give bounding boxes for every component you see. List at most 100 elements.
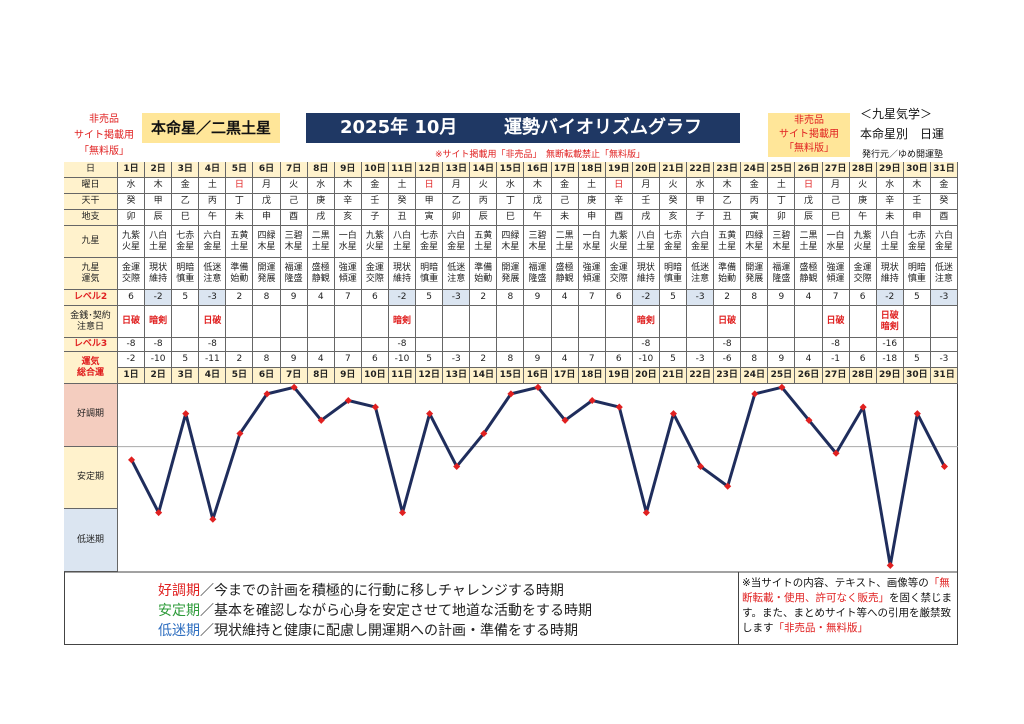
- fortune-cell: 開運発展: [497, 258, 525, 290]
- fortune-text: 明暗慎重: [176, 262, 195, 284]
- total-value: 5: [172, 352, 200, 368]
- branch-cell: 未: [226, 210, 254, 226]
- caution-cell: [930, 306, 958, 338]
- weekday-cell: 月: [822, 178, 850, 194]
- star-text: 八白土星: [880, 230, 899, 252]
- level2-cell: 4: [795, 290, 823, 306]
- marker: [263, 390, 271, 398]
- fortune-cell: 開運発展: [253, 258, 281, 290]
- branch-cell: 辰: [470, 210, 498, 226]
- day-label: 4日: [199, 368, 227, 384]
- total-value: 4: [551, 352, 579, 368]
- star-cell: 一白水星: [334, 226, 362, 258]
- branch-cell: 亥: [659, 210, 688, 226]
- caution-cell: 日破: [822, 306, 850, 338]
- branch-cell: 戌: [632, 210, 660, 226]
- level2-cell: 7: [578, 290, 606, 306]
- total-value: -10: [632, 352, 660, 368]
- star-cell: 三碧木星: [768, 226, 796, 258]
- star-text: 五黄土星: [474, 230, 493, 252]
- legend-term: 安定期: [158, 603, 200, 619]
- star-cell: 五黄土星: [226, 226, 254, 258]
- row-label: レベル3: [64, 338, 118, 352]
- stem-cell: 丁: [497, 194, 525, 210]
- level3-cell: [903, 338, 931, 352]
- level3-cell: [226, 338, 254, 352]
- level2-cell: -3: [199, 290, 227, 306]
- star-cell: 六白金星: [687, 226, 715, 258]
- marker: [398, 509, 407, 517]
- fortune-cell: 開運発展: [741, 258, 769, 290]
- fortune-cell: 低迷注意: [443, 258, 471, 290]
- row-label-line: 総合運: [76, 367, 104, 378]
- band-text: 好調期: [76, 409, 104, 420]
- stem-cell: 壬: [632, 194, 660, 210]
- row-label-line: 天干: [81, 196, 100, 206]
- legend-text: ／今までの計画を積極的に行動に移しチャレンジする時期: [200, 583, 564, 599]
- level2-cell: 2: [470, 290, 498, 306]
- marker: [480, 429, 488, 438]
- level3-cell: [768, 338, 796, 352]
- total-value: 8: [497, 352, 525, 368]
- band-label: 安定期: [64, 446, 118, 510]
- weekday-cell: 日: [226, 178, 254, 194]
- stem-cell: 癸: [659, 194, 688, 210]
- level2-cell: 6: [605, 290, 633, 306]
- star-text: 一白水星: [826, 230, 845, 252]
- day-label: 28日: [849, 368, 877, 384]
- branch-cell: 卯: [118, 210, 146, 226]
- stem-cell: 庚: [307, 194, 335, 210]
- weekday-cell: 木: [334, 178, 362, 194]
- row-label: レベル2: [64, 290, 118, 306]
- marker: [453, 462, 461, 470]
- row-label-line: 地支: [81, 212, 100, 222]
- star-cell: 二黒土星: [307, 226, 335, 258]
- stem-cell: 乙: [714, 194, 742, 210]
- star-text: 四緑木星: [257, 230, 276, 252]
- weekday-cell: 土: [768, 178, 796, 194]
- fortune-text: 強運傾運: [582, 262, 601, 284]
- stem-cell: 癸: [388, 194, 417, 210]
- star-text: 五黄土星: [718, 230, 737, 252]
- legend-term: 好調期: [158, 583, 200, 599]
- star-cell: 七赤金星: [659, 226, 688, 258]
- star-cell: 二黒土星: [795, 226, 823, 258]
- caution-cell: [849, 306, 877, 338]
- fortune-cell: 現状維持: [876, 258, 904, 290]
- fortune-cell: 低迷注意: [687, 258, 715, 290]
- band-text: 安定期: [76, 471, 104, 482]
- marker: [642, 509, 650, 517]
- days-cell: 22日: [687, 162, 715, 178]
- total-value: 8: [253, 352, 281, 368]
- stem-cell: 戊: [253, 194, 281, 210]
- day-label: 9日: [334, 368, 362, 384]
- row-label-line: 注意日: [76, 321, 104, 332]
- marker: [697, 462, 705, 470]
- level2-cell: 5: [903, 290, 931, 306]
- stem-cell: 己: [551, 194, 579, 210]
- fortune-cell: 盛極静観: [551, 258, 579, 290]
- level3-cell: [741, 338, 769, 352]
- level2-cell: 4: [307, 290, 335, 306]
- fortune-text: 低迷注意: [691, 262, 710, 284]
- row-label: 天干: [64, 194, 118, 210]
- weekday-cell: 土: [199, 178, 227, 194]
- star-cell: 三碧木星: [524, 226, 552, 258]
- star-text: 九紫火星: [365, 230, 384, 252]
- weekday-cell: 金: [361, 178, 389, 194]
- row-label-line: 曜日: [81, 180, 100, 190]
- marker: [371, 403, 379, 411]
- title-box: 2025年 10月 運勢バイオリズムグラフ: [306, 113, 740, 143]
- star-cell: 八白土星: [632, 226, 660, 258]
- marker: [588, 396, 596, 405]
- caution-text: 日破: [203, 316, 222, 326]
- brand-sub: 本命星別 日運: [860, 127, 945, 141]
- fortune-cell: 金運交際: [605, 258, 633, 290]
- caution-cell: 日破: [199, 306, 227, 338]
- day-label: 7日: [280, 368, 308, 384]
- total-value: -3: [687, 352, 715, 368]
- level3-cell: [659, 338, 688, 352]
- total-value: 7: [578, 352, 606, 368]
- star-cell: 九紫火星: [361, 226, 389, 258]
- star-text: 五黄土星: [230, 230, 249, 252]
